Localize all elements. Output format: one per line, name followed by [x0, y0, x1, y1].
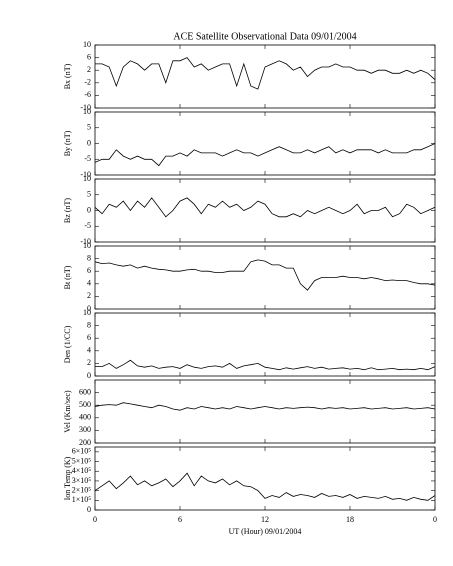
y-axis-label: By (nT) — [63, 130, 72, 156]
y-axis-label: Den (1/CC) — [63, 325, 72, 363]
data-line — [94, 259, 436, 291]
panel-frame — [94, 44, 436, 109]
y-axis-label: Bt (nT) — [63, 265, 72, 289]
y-tick-label: -10 — [80, 237, 91, 246]
x-tick-label: 0 — [433, 515, 437, 524]
panel-frame — [94, 446, 436, 511]
y-tick-label: 6 — [87, 52, 91, 61]
y-tick-label: 5 — [87, 123, 91, 132]
panel-frame — [94, 178, 436, 243]
y-tick-label: 2 — [87, 291, 91, 300]
data-line — [94, 143, 436, 167]
y-axis-label: Ion Temp (K) — [63, 456, 72, 500]
y-tick-label: 10 — [83, 107, 91, 116]
data-line — [94, 197, 436, 218]
data-line — [95, 57, 436, 90]
y-tick-label: 3×10⁵ — [72, 476, 92, 485]
y-tick-label: -10 — [80, 170, 91, 179]
x-tick-label: 6 — [178, 515, 182, 524]
y-tick-label: -5 — [84, 221, 91, 230]
data-line — [94, 402, 436, 411]
y-tick-label: 10 — [83, 40, 91, 49]
y-tick-label: 300 — [79, 425, 91, 434]
y-tick-label: 0 — [87, 138, 91, 147]
y-tick-label: 10 — [83, 241, 91, 250]
panel-frame — [94, 111, 436, 176]
y-tick-label: 5×10⁵ — [72, 456, 92, 465]
y-tick-label: 8 — [87, 320, 91, 329]
y-tick-label: 5 — [87, 190, 91, 199]
panel-frame — [94, 245, 436, 310]
y-tick-label: 2 — [87, 358, 91, 367]
x-tick-label: 18 — [346, 515, 354, 524]
y-tick-label: -5 — [84, 154, 91, 163]
y-tick-label: 6 — [87, 266, 91, 275]
y-tick-label: 600 — [79, 387, 91, 396]
panel-frame — [94, 379, 436, 444]
y-tick-label: 200 — [79, 438, 91, 447]
y-axis-label: Bx (nT) — [63, 63, 72, 89]
y-tick-label: 6 — [87, 333, 91, 342]
y-tick-label: 10 — [83, 174, 91, 183]
y-tick-label: 4 — [87, 279, 91, 288]
y-axis-label: Vel (Km/sec) — [63, 390, 72, 433]
data-line — [95, 359, 436, 371]
y-tick-label: 4 — [87, 346, 91, 355]
y-tick-label: 0 — [87, 371, 91, 380]
y-tick-label: -10 — [80, 103, 91, 112]
y-tick-label: 6×10⁵ — [72, 447, 92, 456]
y-tick-label: -2 — [84, 78, 91, 87]
x-axis-label: UT (Hour) 09/01/2004 — [229, 527, 302, 536]
y-tick-label: 2×10⁵ — [72, 485, 92, 494]
y-tick-label: 1×10⁵ — [72, 495, 92, 504]
y-tick-label: 8 — [87, 253, 91, 262]
y-tick-label: 2 — [87, 65, 91, 74]
y-tick-label: 0 — [87, 304, 91, 313]
y-tick-label: 0 — [87, 205, 91, 214]
y-tick-label: 0 — [87, 505, 91, 514]
y-tick-label: 4×10⁵ — [72, 466, 92, 475]
y-axis-label: Bz (nT) — [63, 198, 72, 223]
y-tick-label: 10 — [83, 308, 91, 317]
y-tick-label: 400 — [79, 413, 91, 422]
chart-title: ACE Satellite Observational Data 09/01/2… — [173, 31, 356, 42]
x-tick-label: 0 — [93, 515, 97, 524]
y-tick-label: -6 — [84, 90, 91, 99]
x-tick-label: 12 — [261, 515, 269, 524]
y-tick-label: 500 — [79, 400, 91, 409]
data-line — [94, 472, 436, 501]
